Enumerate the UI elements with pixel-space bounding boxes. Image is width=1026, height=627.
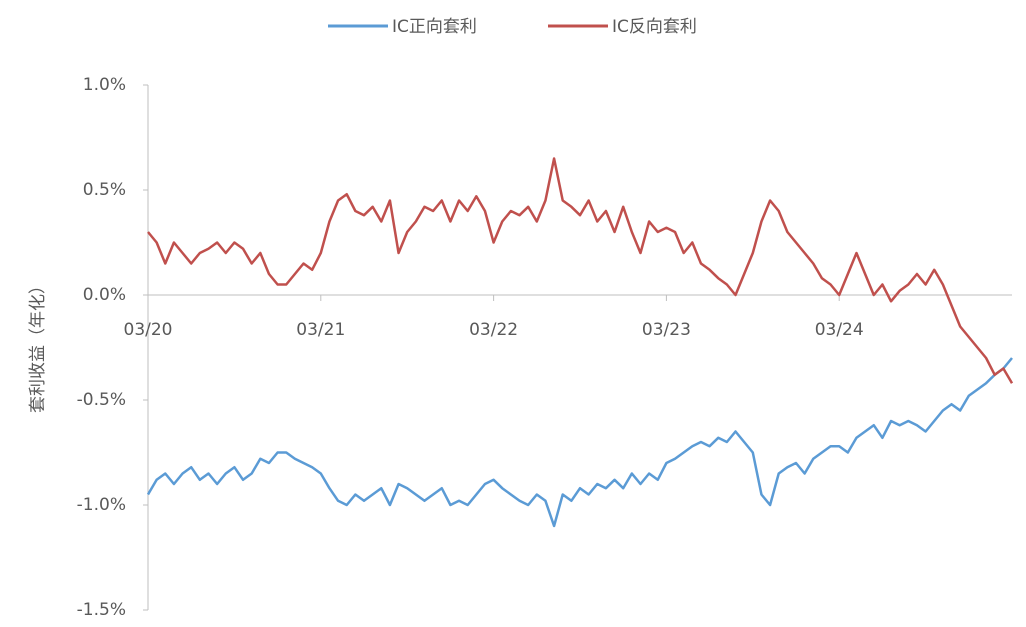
series-line xyxy=(147,157,1014,384)
x-tick-label: 03/23 xyxy=(642,320,691,340)
x-tick-label: 03/20 xyxy=(124,320,173,340)
x-tick-label: 03/22 xyxy=(469,320,518,340)
x-tick-label: 03/24 xyxy=(815,320,864,340)
y-axis-label: 套利收益（年化） xyxy=(28,277,48,413)
series-line xyxy=(146,357,1013,528)
y-tick-label: 0.5% xyxy=(83,180,126,200)
y-tick-label: -1.5% xyxy=(77,600,126,620)
x-tick-label: 03/21 xyxy=(296,320,345,340)
y-tick-label: 1.0% xyxy=(83,75,126,95)
y-tick-label: -0.5% xyxy=(77,390,126,410)
legend-label: IC反向套利 xyxy=(612,17,697,37)
y-tick-label: 0.0% xyxy=(83,285,126,305)
legend-label: IC正向套利 xyxy=(392,17,477,37)
y-tick-label: -1.0% xyxy=(77,495,126,515)
